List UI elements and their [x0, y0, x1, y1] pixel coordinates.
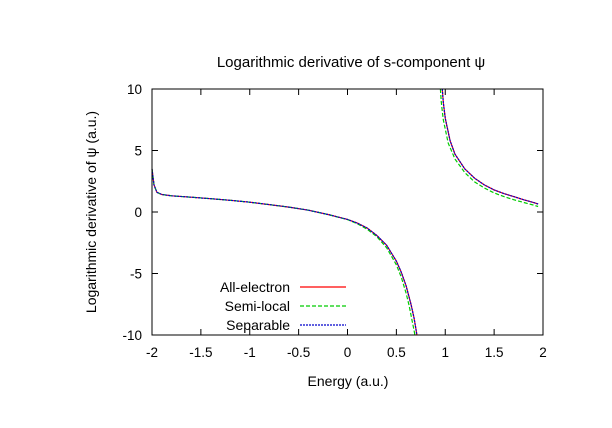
legend-label: All-electron: [220, 279, 290, 295]
x-tick-label: 1: [441, 345, 449, 360]
x-axis-label: Energy (a.u.): [308, 373, 389, 389]
y-tick-label: -5: [130, 267, 142, 282]
legend: All-electron Semi-local Separable: [220, 279, 346, 333]
x-tick-label: 1.5: [485, 345, 504, 360]
x-tick-label: 0: [344, 345, 352, 360]
legend-label: Separable: [226, 317, 290, 333]
legend-label: Semi-local: [225, 298, 290, 314]
y-tick-label: -10: [122, 328, 142, 343]
series-line-all-electron: [441, 88, 539, 205]
x-tick-label: 0.5: [387, 345, 406, 360]
series-line-separable: [151, 168, 418, 336]
series-layer: [151, 88, 539, 336]
x-tick-label: -2: [146, 345, 158, 360]
y-tick-label: 5: [134, 144, 142, 159]
ticks-layer: -2 -1.5 -1 -0.5 0 0.5 1 1.5 2 -10 -5 0 5 10: [122, 82, 546, 360]
x-tick-label: -1: [244, 345, 256, 360]
series-line-separable: [441, 88, 539, 205]
y-tick-label: 10: [127, 82, 142, 97]
series-line-semi-local: [439, 88, 539, 208]
y-tick-label: 0: [134, 205, 142, 220]
chart-title: Logarithmic derivative of s-component ψ: [217, 54, 485, 71]
x-tick-label: 2: [539, 345, 547, 360]
plot-frame: [151, 88, 544, 336]
x-tick-label: -0.5: [287, 345, 310, 360]
y-axis-label: Logarithmic derivative of ψ (a.u.): [83, 111, 99, 313]
x-tick-label: -1.5: [189, 345, 212, 360]
